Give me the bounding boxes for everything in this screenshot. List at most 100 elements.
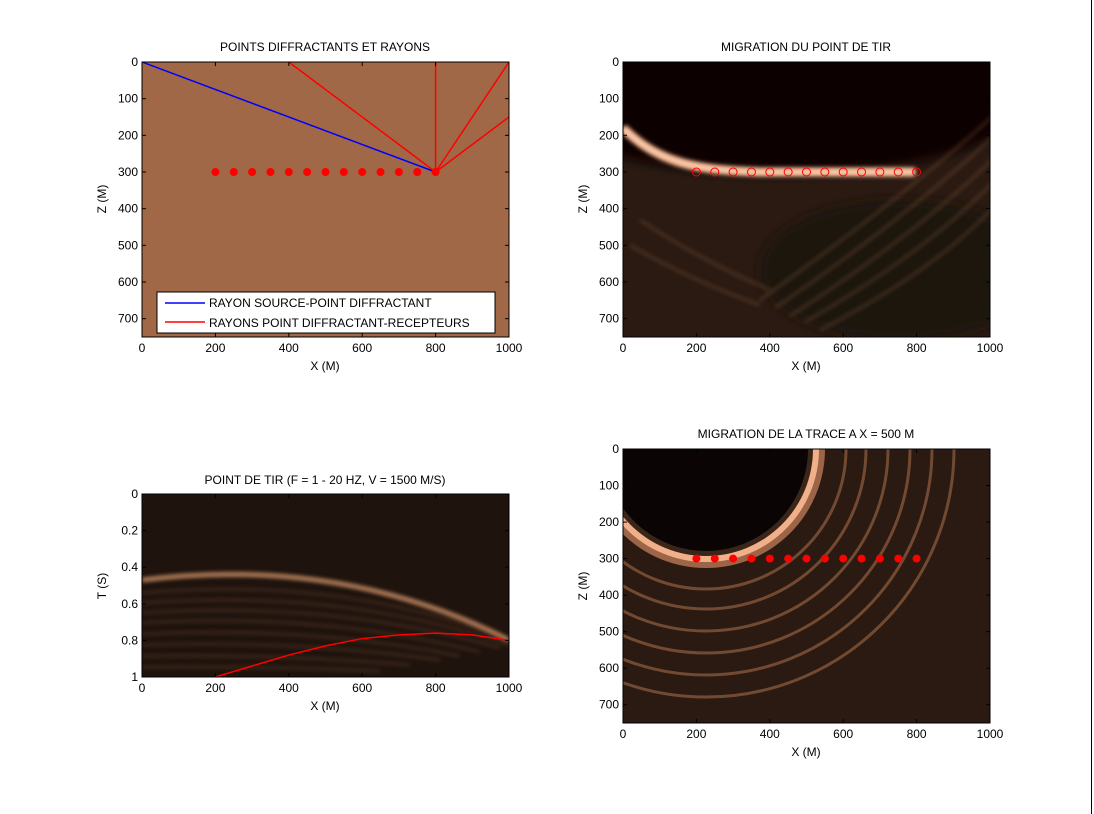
window-edge bbox=[1091, 0, 1092, 814]
diffraction-point bbox=[784, 554, 793, 563]
rays-points bbox=[211, 168, 440, 176]
x-tick-label: 800 bbox=[426, 341, 446, 355]
x-tick-label: 0 bbox=[139, 341, 146, 355]
rays-ticks: 0 200 400 600 800 1000 0 100 200 300 400 500 600 700 bbox=[118, 55, 523, 355]
trace-migration-ylabel: Z (M) bbox=[576, 572, 590, 601]
shot-record-image bbox=[142, 494, 509, 677]
y-tick-label: 0.6 bbox=[121, 597, 138, 611]
diffraction-point bbox=[783, 167, 793, 177]
ray-receiver-line bbox=[288, 62, 437, 173]
legend-label-source: RAYON SOURCE-POINT DIFFRACTANT bbox=[209, 296, 432, 310]
diffraction-point bbox=[893, 167, 903, 177]
x-tick-label: 400 bbox=[760, 727, 780, 741]
diffraction-point bbox=[747, 554, 756, 563]
shot-migration-axes-frame bbox=[622, 61, 991, 338]
y-tick-label: 500 bbox=[118, 238, 138, 252]
shot-migration-ylabel: Z (M) bbox=[576, 185, 590, 214]
shot-migration-title: MIGRATION DU POINT DE TIR bbox=[721, 40, 891, 54]
shot-record-ylabel: T (S) bbox=[95, 573, 109, 599]
diffraction-point bbox=[857, 554, 866, 563]
diffraction-point bbox=[729, 554, 738, 563]
shot-migration-panel: MIGRATION DU POINT DE TIR X (M) Z (M) 0 2… bbox=[576, 40, 1004, 373]
y-tick-label: 100 bbox=[599, 92, 619, 106]
shot-migration-points bbox=[691, 167, 922, 177]
diffraction-point bbox=[765, 167, 775, 177]
diffraction-point bbox=[802, 554, 811, 563]
x-tick-label: 200 bbox=[686, 727, 706, 741]
shot-migration-image bbox=[623, 62, 990, 337]
y-tick-label: 700 bbox=[118, 312, 138, 326]
y-tick-label: 300 bbox=[599, 165, 619, 179]
diffraction-point bbox=[820, 167, 830, 177]
shot-migration-xlabel: X (M) bbox=[791, 359, 820, 373]
ray-receiver-line bbox=[435, 116, 509, 173]
x-tick-label: 200 bbox=[686, 341, 706, 355]
y-tick-label: 400 bbox=[599, 588, 619, 602]
rays-ylabel: Z (M) bbox=[95, 185, 109, 214]
diffraction-point bbox=[875, 554, 884, 563]
y-tick-label: 0 bbox=[131, 487, 138, 501]
y-tick-label: 300 bbox=[599, 552, 619, 566]
y-tick-label: 200 bbox=[599, 128, 619, 142]
y-tick-label: 0 bbox=[131, 55, 138, 69]
diffraction-point bbox=[413, 168, 422, 176]
x-tick-label: 1000 bbox=[496, 681, 523, 695]
rays-panel: RAYON SOURCE-POINT DIFFRACTANT RAYONS PO… bbox=[95, 40, 523, 373]
x-tick-label: 600 bbox=[352, 681, 372, 695]
y-tick-label: 0.8 bbox=[121, 633, 138, 647]
diffraction-point bbox=[912, 554, 921, 563]
trace-migration-axes-frame bbox=[622, 448, 991, 724]
y-tick-label: 400 bbox=[118, 202, 138, 216]
traveltime-curve bbox=[215, 632, 509, 677]
y-tick-label: 0.2 bbox=[121, 524, 138, 538]
x-tick-label: 1000 bbox=[977, 727, 1004, 741]
diffraction-point bbox=[894, 554, 903, 563]
diffraction-point bbox=[266, 168, 275, 176]
legend-box bbox=[156, 291, 496, 334]
x-tick-label: 400 bbox=[760, 341, 780, 355]
diffraction-point bbox=[431, 168, 440, 176]
shot-record-axes-frame bbox=[141, 493, 510, 678]
y-tick-label: 0.4 bbox=[121, 560, 138, 574]
diffraction-point bbox=[746, 167, 756, 177]
diffraction-point bbox=[728, 167, 738, 177]
diffraction-point bbox=[284, 168, 293, 176]
rays-lines bbox=[142, 62, 509, 173]
rays-axes-frame bbox=[141, 61, 510, 338]
shot-record-title: POINT DE TIR (F = 1 - 20 HZ, V = 1500 M/… bbox=[205, 473, 446, 487]
trace-migration-ticks: 0 200 400 600 800 1000 0 100 200 300 400 500 600 700 bbox=[599, 442, 1004, 741]
y-tick-label: 600 bbox=[599, 275, 619, 289]
x-tick-label: 800 bbox=[907, 341, 927, 355]
diffraction-point bbox=[765, 554, 774, 563]
y-tick-label: 700 bbox=[599, 312, 619, 326]
y-tick-label: 600 bbox=[599, 661, 619, 675]
x-tick-label: 0 bbox=[620, 341, 627, 355]
diffraction-point bbox=[229, 168, 238, 176]
diffraction-point bbox=[248, 168, 257, 176]
y-tick-label: 700 bbox=[599, 698, 619, 712]
diffraction-point bbox=[838, 167, 848, 177]
diffraction-point bbox=[802, 167, 811, 177]
y-tick-label: 500 bbox=[599, 238, 619, 252]
x-tick-label: 200 bbox=[205, 681, 225, 695]
diffraction-point bbox=[303, 168, 312, 176]
y-tick-label: 100 bbox=[118, 92, 138, 106]
diffraction-point bbox=[820, 554, 829, 563]
traveltime-line bbox=[215, 632, 509, 677]
shot-record-panel: POINT DE TIR (F = 1 - 20 HZ, V = 1500 M/… bbox=[95, 473, 523, 713]
rays-xlabel: X (M) bbox=[310, 359, 339, 373]
diffraction-point bbox=[710, 167, 720, 177]
y-tick-label: 300 bbox=[118, 165, 138, 179]
legend-label-receivers: RAYONS POINT DIFFRACTANT-RECEPTEURS bbox=[209, 316, 470, 330]
y-tick-label: 600 bbox=[118, 275, 138, 289]
x-tick-label: 600 bbox=[833, 341, 853, 355]
diffraction-point bbox=[692, 554, 701, 563]
shot-record-ticks: 0 200 400 600 800 1000 0 0.2 0.4 0.6 0.8 1 bbox=[121, 487, 522, 695]
diffraction-point bbox=[857, 167, 867, 177]
x-tick-label: 200 bbox=[205, 341, 225, 355]
trace-migration-panel: MIGRATION DE LA TRACE A X = 500 M X (M) … bbox=[576, 427, 1004, 759]
x-tick-label: 1000 bbox=[496, 341, 523, 355]
diffraction-point bbox=[321, 168, 330, 176]
rays-legend: RAYON SOURCE-POINT DIFFRACTANT RAYONS PO… bbox=[156, 291, 496, 334]
